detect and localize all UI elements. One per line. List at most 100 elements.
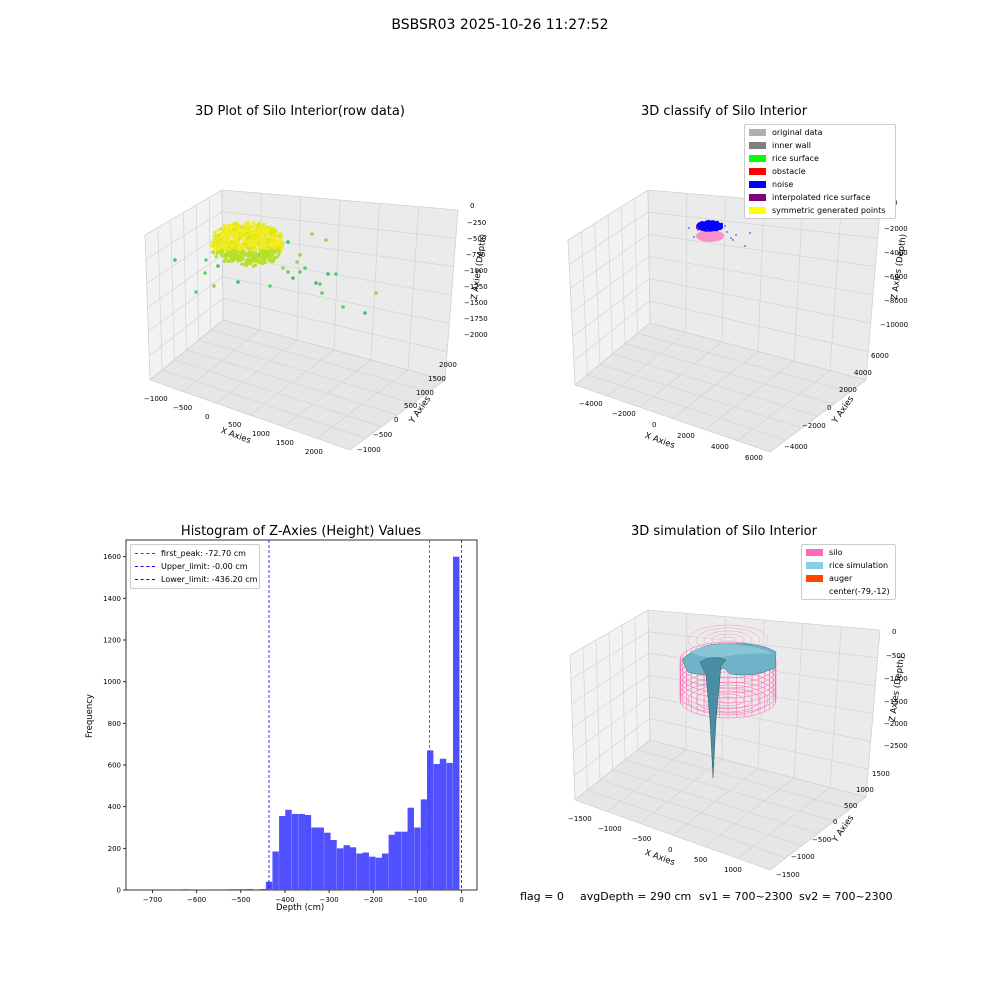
data-point [224,252,229,256]
p1-xtick: −500 [173,404,193,412]
p4-ytick: 1000 [856,786,874,794]
histogram-bar [234,889,241,890]
p2-ztick: −8000 [884,297,908,305]
data-point [697,229,699,231]
grid-line [634,617,638,751]
grid-line [637,749,851,810]
data-point [223,255,228,260]
data-point [275,245,279,250]
pane-edge [865,629,881,798]
data-point [226,231,230,236]
data-point [279,248,284,252]
floor-pane [575,323,866,452]
p4-xtick: −500 [632,835,652,843]
rice-funnel [699,657,727,779]
p4-ytick: 1500 [872,770,890,778]
pane-edge [574,384,771,453]
data-point [295,260,299,264]
data-point [232,246,237,251]
p2-ytick: 0 [827,404,832,412]
data-point [173,258,177,262]
x-tick-label: −300 [319,896,338,904]
data-point [256,260,260,264]
data-point [270,235,274,239]
data-point [220,235,225,240]
grid-line [829,206,842,371]
p1-ytick: 2000 [439,361,457,369]
data-point [710,226,714,230]
p2-ztick: −6000 [884,273,908,281]
x-tick-label: −400 [275,896,294,904]
p4-ztick: −500 [886,652,906,660]
data-point [249,246,254,251]
data-point [233,251,237,255]
x-tick-label: −700 [143,896,162,904]
p4-ztick: 0 [892,628,897,636]
data-point [277,253,281,257]
data-point [688,227,690,229]
grid-line [634,198,638,334]
legend-entry: interpolated rice surface [745,191,895,204]
y-tick-label: 1200 [103,637,121,645]
floor-pane [575,740,866,870]
y-tick-label: 1400 [103,595,121,603]
legend-entry: noise [745,178,895,191]
data-point [240,257,244,261]
legend-label: silo [829,548,843,557]
data-point [705,222,709,225]
histogram-bar [336,848,344,890]
sv1-text: sv1 = 700~2300 [699,890,793,903]
legend-label: Upper_limit: -0.00 cm [161,562,248,571]
p4-ytick: 500 [844,802,858,810]
data-point [245,229,249,233]
legend-label: Lower_limit: -436.20 cm [161,575,258,584]
histogram-bar [453,556,460,890]
p1-ztick: −250 [467,219,487,227]
data-point [260,236,264,240]
p1-ytick: 1000 [416,389,434,397]
data-point [277,240,281,244]
plot2-title: 3D classify of Silo Interior [640,104,808,119]
x-tick-label: −100 [408,896,427,904]
p1-xtick: 1000 [252,430,270,438]
data-point [263,239,268,243]
p1-xtick: 1500 [276,439,294,447]
data-point [707,223,711,226]
data-point [262,255,266,259]
data-point [213,235,217,239]
y-tick-label: 800 [108,720,121,728]
data-point [714,225,717,228]
data-point [732,239,734,241]
legend-label: rice surface [772,154,819,163]
legend-entry: original data [745,126,895,139]
p4-ztick: −2000 [884,720,908,728]
data-point [235,228,240,232]
data-point [233,235,237,239]
data-point [194,290,198,294]
y-tick-label: 600 [108,762,121,770]
data-point [248,261,253,266]
histogram-bar [433,763,441,890]
p4-ztick: −2500 [884,742,908,750]
data-point [257,222,261,226]
data-point [214,254,218,259]
data-point [213,230,217,234]
histogram-bar [356,853,363,890]
pane-edge [574,322,651,386]
pane-edge [769,379,867,453]
legend-swatch [806,575,823,582]
histogram-bar [439,758,447,890]
data-point [251,264,256,268]
data-point [260,228,264,233]
data-point [699,225,702,229]
data-point [229,230,233,234]
data-point [233,238,237,242]
data-point [272,226,276,230]
data-point [237,236,242,240]
legend-label: interpolated rice surface [772,193,871,202]
data-point [252,259,257,263]
pane-edge [647,609,651,741]
data-point [213,243,218,247]
data-point [248,235,252,239]
